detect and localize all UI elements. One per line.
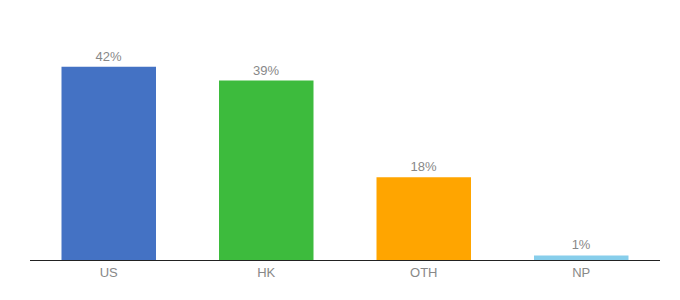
svg-text:US: US — [100, 265, 118, 280]
svg-text:HK: HK — [257, 265, 275, 280]
svg-text:1%: 1% — [572, 237, 591, 252]
svg-text:39%: 39% — [253, 63, 279, 78]
svg-text:18%: 18% — [411, 159, 437, 174]
svg-text:42%: 42% — [96, 49, 122, 64]
svg-text:NP: NP — [572, 265, 590, 280]
svg-text:OTH: OTH — [410, 265, 437, 280]
